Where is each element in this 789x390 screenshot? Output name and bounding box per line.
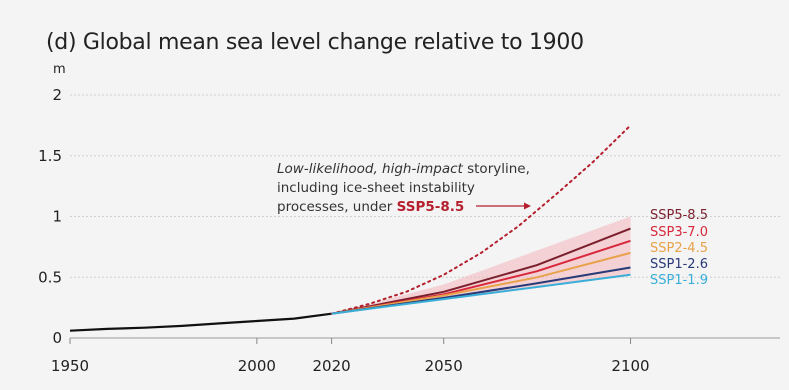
annotation-arrow-head — [524, 202, 531, 210]
y-tick-label: 2 — [52, 86, 62, 104]
annotation-line-3: processes, under SSP5-8.5 — [277, 199, 464, 215]
x-axis: 1950 2000 2020 2050 2100 — [51, 338, 650, 375]
annotation-highlight: SSP5-8.5 — [397, 199, 465, 215]
x-tick-label: 2020 — [312, 357, 350, 375]
series-label-ssp3-7.0: SSP3-7.0 — [650, 225, 708, 240]
x-tick-label: 2000 — [238, 357, 276, 375]
y-tick-label: 0.5 — [38, 268, 62, 286]
x-tick-label: 2100 — [611, 357, 649, 375]
series-label-ssp1-1.9: SSP1-1.9 — [650, 273, 708, 288]
series-label-ssp2-4.5: SSP2-4.5 — [650, 241, 708, 256]
annotation-line-1: Low-likelihood, high-impact storyline, — [277, 161, 530, 177]
y-axis-unit: m — [53, 62, 66, 77]
annotation-line-2: including ice-sheet instability — [277, 180, 475, 196]
y-tick-label: 1 — [52, 208, 62, 226]
y-tick-label: 0 — [52, 329, 62, 347]
series-lines — [69, 124, 632, 332]
series-label-ssp5-8.5: SSP5-8.5 — [650, 208, 708, 223]
annotation-line-1-rest: storyline, — [463, 161, 530, 177]
series-line-ssp2-4.5 — [331, 251, 631, 315]
annotation-italic: Low-likelihood, high-impact — [277, 161, 464, 177]
chart-title: (d) Global mean sea level change relativ… — [46, 30, 584, 55]
storyline-annotation: Low-likelihood, high-impact storyline, i… — [277, 161, 531, 215]
y-tick-label: 1.5 — [38, 147, 62, 165]
series-line-ssp1-1.9 — [331, 273, 631, 315]
historical-line — [69, 312, 332, 332]
x-tick-label: 2050 — [425, 357, 463, 375]
grid — [70, 94, 780, 339]
x-tick-label: 1950 — [51, 357, 89, 375]
series-label-ssp1-2.6: SSP1-2.6 — [650, 257, 708, 272]
series-line-ssp5-8.5 — [331, 227, 631, 315]
annotation-line-3-prefix: processes, under — [277, 199, 397, 215]
y-axis: 0 0.5 1 1.5 2 — [38, 86, 62, 347]
storyline-dotted-line — [330, 124, 632, 315]
